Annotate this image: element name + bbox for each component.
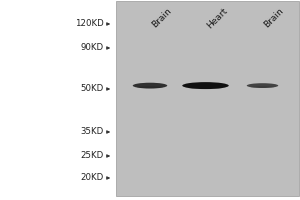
Text: 90KD: 90KD [80,44,104,52]
Text: 50KD: 50KD [80,84,104,93]
Bar [116,1,298,196]
Ellipse shape [133,83,167,88]
Ellipse shape [188,86,223,89]
Text: 25KD: 25KD [80,152,104,160]
Ellipse shape [182,82,229,89]
Text: Brain: Brain [262,6,286,29]
Ellipse shape [247,83,278,88]
Text: 120KD: 120KD [75,20,104,28]
Text: 20KD: 20KD [80,173,104,182]
Text: 35KD: 35KD [80,128,104,136]
Text: Heart: Heart [206,6,230,30]
Ellipse shape [137,86,163,88]
Ellipse shape [251,86,274,88]
Text: Brain: Brain [150,6,173,29]
